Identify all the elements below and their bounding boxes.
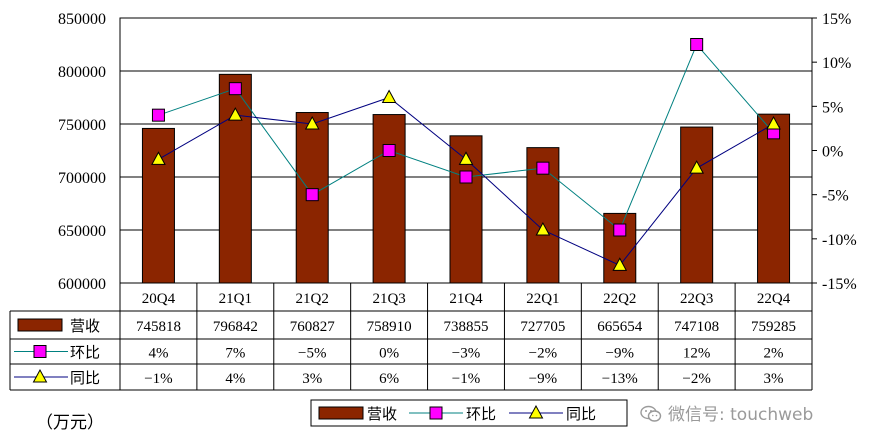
table-cell: −9% xyxy=(529,371,557,387)
table-cell: −9% xyxy=(606,346,634,362)
y-left-tick-label: 750000 xyxy=(58,117,106,134)
table-cell: 727705 xyxy=(520,319,565,335)
table-cell: −1% xyxy=(144,371,172,387)
x-category-label: 22Q1 xyxy=(526,291,559,307)
x-category-label: 20Q4 xyxy=(142,291,176,307)
y-left-tick-label: 850000 xyxy=(58,11,106,28)
table-key-marker xyxy=(32,368,48,383)
table-cell: 4% xyxy=(148,346,168,362)
legend-label: 同比 xyxy=(566,405,596,423)
yoy-marker xyxy=(227,107,243,121)
revenue-bar xyxy=(372,114,406,284)
table-cell: 2% xyxy=(764,346,784,362)
y-right-tick-label: 15% xyxy=(822,11,851,28)
table-cell: 665654 xyxy=(597,319,643,335)
x-category-label: 21Q3 xyxy=(372,291,405,307)
table-series-name: 同比 xyxy=(70,369,100,387)
table-cell: −3% xyxy=(452,346,480,362)
table-key-marker xyxy=(33,345,47,358)
watermark-text: 微信号: touchweb xyxy=(668,405,814,425)
table-key-bar xyxy=(17,318,63,332)
revenue-bar xyxy=(680,126,714,284)
table-series-name: 营收 xyxy=(70,317,100,335)
yoy-marker xyxy=(689,160,705,174)
table-cell: 12% xyxy=(683,346,711,362)
table-cell: 758910 xyxy=(367,319,412,335)
x-category-label: 21Q2 xyxy=(296,291,329,307)
x-category-label: 21Q4 xyxy=(449,291,483,307)
legend-box xyxy=(310,399,628,427)
watermark: 微信号: touchweb xyxy=(640,400,813,425)
mom-marker xyxy=(536,161,550,175)
y-right-tick-label: 0% xyxy=(822,144,843,161)
x-category-label: 22Q4 xyxy=(757,291,791,307)
y-left-tick-label: 700000 xyxy=(58,170,106,187)
table-series-name: 环比 xyxy=(70,344,100,362)
y-right-tick-label: -15% xyxy=(822,276,857,293)
table-cell: 0% xyxy=(379,346,399,362)
x-category-label: 21Q1 xyxy=(219,291,252,307)
legend-key-marker xyxy=(429,406,443,420)
mom-marker xyxy=(690,38,704,51)
table-cell: 3% xyxy=(764,371,784,387)
legend-label: 营收 xyxy=(367,405,397,423)
table-cell: 760827 xyxy=(290,319,336,335)
revenue-bar xyxy=(218,73,252,284)
y-right-tick-label: 10% xyxy=(822,55,851,72)
table-cell: 747108 xyxy=(674,319,719,335)
mom-marker xyxy=(459,170,473,184)
yoy-marker xyxy=(151,151,166,165)
legend-key-bar xyxy=(318,406,364,420)
table-cell: 6% xyxy=(379,371,399,387)
revenue-bar xyxy=(757,113,791,284)
y-right-tick-label: -5% xyxy=(822,188,849,205)
legend-key-marker xyxy=(528,404,544,419)
yoy-marker xyxy=(381,89,397,103)
y-left-tick-label: 600000 xyxy=(58,276,106,293)
mom-marker xyxy=(151,108,165,122)
yoy-marker xyxy=(458,151,474,165)
yoy-marker xyxy=(535,221,551,236)
table-cell: 745818 xyxy=(136,319,181,335)
table-cell: 759285 xyxy=(751,319,796,335)
table-cell: 7% xyxy=(225,346,245,362)
mom-marker xyxy=(613,223,627,237)
plot-frame xyxy=(119,17,813,284)
mom-marker xyxy=(382,144,396,157)
table-cell: 3% xyxy=(302,371,322,387)
mom-marker xyxy=(305,188,319,202)
table-cell: −1% xyxy=(452,371,480,387)
table-cell: 796842 xyxy=(213,319,258,335)
yoy-marker xyxy=(612,257,628,271)
x-category-label: 22Q2 xyxy=(603,291,636,307)
table-cell: 4% xyxy=(225,371,245,387)
y-right-tick-label: 5% xyxy=(822,99,843,116)
wechat-icon xyxy=(640,405,662,422)
yoy-marker xyxy=(766,115,781,130)
yoy-marker xyxy=(304,115,320,130)
table-cell: −2% xyxy=(682,371,710,387)
y-left-tick-label: 800000 xyxy=(58,64,106,81)
table-cell: −2% xyxy=(529,346,557,362)
y-right-tick-label: -10% xyxy=(822,232,857,249)
table-cell: −13% xyxy=(602,371,638,387)
table-cell: 738855 xyxy=(444,319,489,335)
x-category-label: 22Q3 xyxy=(680,291,713,307)
legend-label: 环比 xyxy=(466,405,496,423)
mom-marker xyxy=(228,82,242,96)
table-cell: −5% xyxy=(298,346,326,362)
y-left-tick-label: 650000 xyxy=(58,223,106,240)
unit-label: （万元） xyxy=(36,413,104,433)
